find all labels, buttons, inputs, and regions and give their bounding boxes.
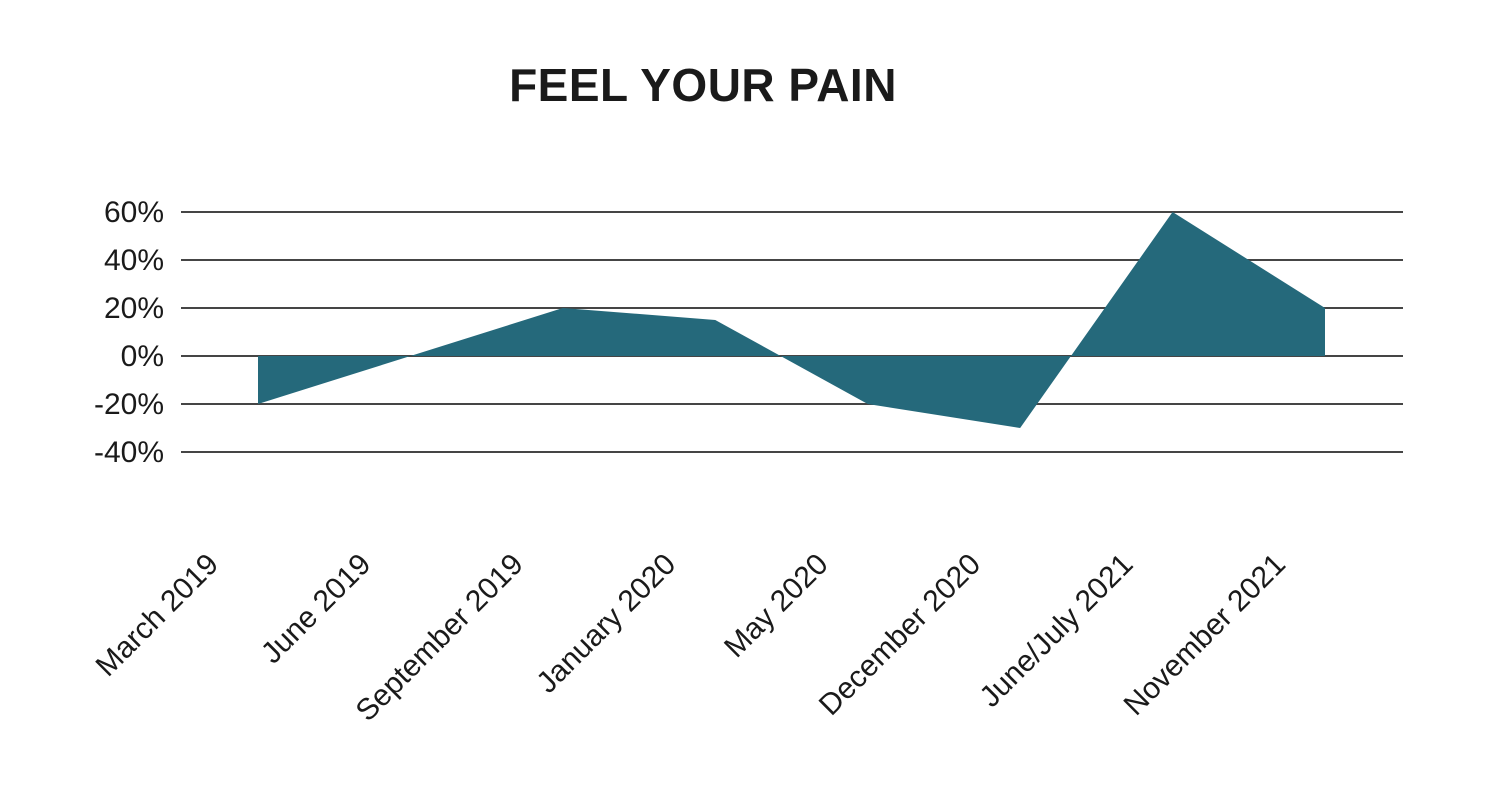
x-axis-label: June 2019 (255, 548, 377, 670)
area-series (258, 212, 1325, 428)
y-axis-tick-label: 40% (104, 244, 164, 277)
x-axis-label: May 2020 (718, 548, 834, 664)
x-axis-label: March 2019 (90, 548, 225, 683)
y-axis-tick-label: 20% (104, 292, 164, 325)
y-axis-tick-label: 0% (121, 340, 164, 373)
x-axis-label: December 2020 (813, 548, 987, 722)
x-axis-label: January 2020 (530, 548, 682, 700)
y-axis-tick-label: -20% (94, 388, 164, 421)
x-axis-label: November 2021 (1118, 548, 1292, 722)
x-axis-label: June/July 2021 (973, 548, 1139, 714)
y-axis-tick-label: 60% (104, 196, 164, 229)
y-axis-tick-label: -40% (94, 436, 164, 469)
x-axis-label: September 2019 (350, 548, 530, 728)
chart-title: FEEL YOUR PAIN (509, 59, 897, 111)
